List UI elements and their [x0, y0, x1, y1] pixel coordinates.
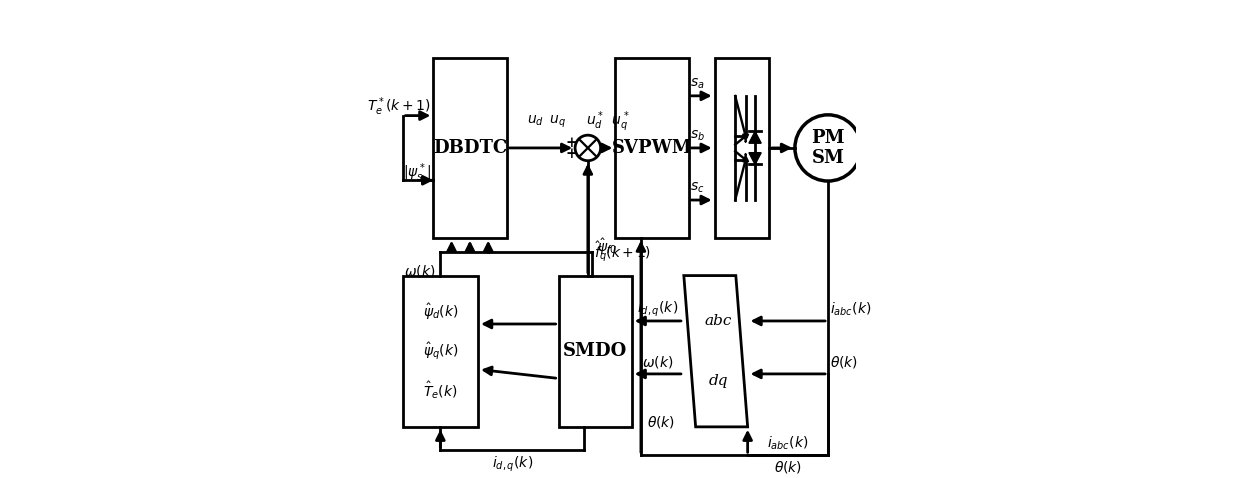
Text: $u_d\;\;u_q$: $u_d\;\;u_q$ [527, 114, 567, 130]
Text: SMDO: SMDO [563, 342, 627, 360]
Text: $\hat{f}_q(k+1)$: $\hat{f}_q(k+1)$ [594, 239, 651, 264]
Text: dq: dq [708, 374, 728, 389]
FancyBboxPatch shape [403, 276, 479, 427]
FancyBboxPatch shape [714, 58, 769, 238]
Text: $\omega(k)$: $\omega(k)$ [642, 354, 673, 370]
Text: $i_{abc}(k)$: $i_{abc}(k)$ [831, 301, 872, 318]
Text: +: + [565, 147, 578, 161]
Text: $i_{abc}(k)$: $i_{abc}(k)$ [768, 435, 808, 452]
Text: +: + [565, 136, 578, 150]
Text: DBDTC: DBDTC [433, 139, 507, 157]
Text: $s_a$: $s_a$ [689, 77, 704, 91]
Polygon shape [749, 152, 761, 164]
Text: SVPWM: SVPWM [611, 139, 692, 157]
Text: $s_b$: $s_b$ [689, 129, 704, 143]
Text: $i_{d,q}(k)$: $i_{d,q}(k)$ [492, 455, 533, 474]
Text: $s_c$: $s_c$ [689, 181, 704, 196]
Text: $T_e^*(k+1)$: $T_e^*(k+1)$ [367, 95, 432, 118]
Text: abc: abc [704, 314, 732, 328]
Polygon shape [749, 131, 761, 143]
Text: $\hat{T}_e(k)$: $\hat{T}_e(k)$ [423, 380, 458, 402]
Text: $u_d^*\;\;u_q^*$: $u_d^*\;\;u_q^*$ [587, 109, 630, 134]
Text: $\theta(k)$: $\theta(k)$ [646, 414, 675, 430]
FancyBboxPatch shape [433, 58, 507, 238]
Text: $\theta(k)$: $\theta(k)$ [774, 459, 802, 475]
Text: $\theta(k)$: $\theta(k)$ [831, 354, 858, 370]
Text: $\hat{\psi}_d(k)$: $\hat{\psi}_d(k)$ [423, 302, 458, 322]
Text: $\hat{\psi}_{f0}$: $\hat{\psi}_{f0}$ [598, 237, 618, 257]
Text: $\omega(k)$: $\omega(k)$ [404, 263, 435, 279]
Text: $|\psi_s^*|$: $|\psi_s^*|$ [403, 162, 432, 185]
FancyBboxPatch shape [615, 58, 688, 238]
Polygon shape [683, 276, 748, 427]
Text: $i_{d,q}(k)$: $i_{d,q}(k)$ [637, 300, 678, 319]
FancyBboxPatch shape [558, 276, 632, 427]
Text: $\hat{\psi}_q(k)$: $\hat{\psi}_q(k)$ [423, 340, 458, 362]
Text: PM
SM: PM SM [811, 129, 844, 167]
